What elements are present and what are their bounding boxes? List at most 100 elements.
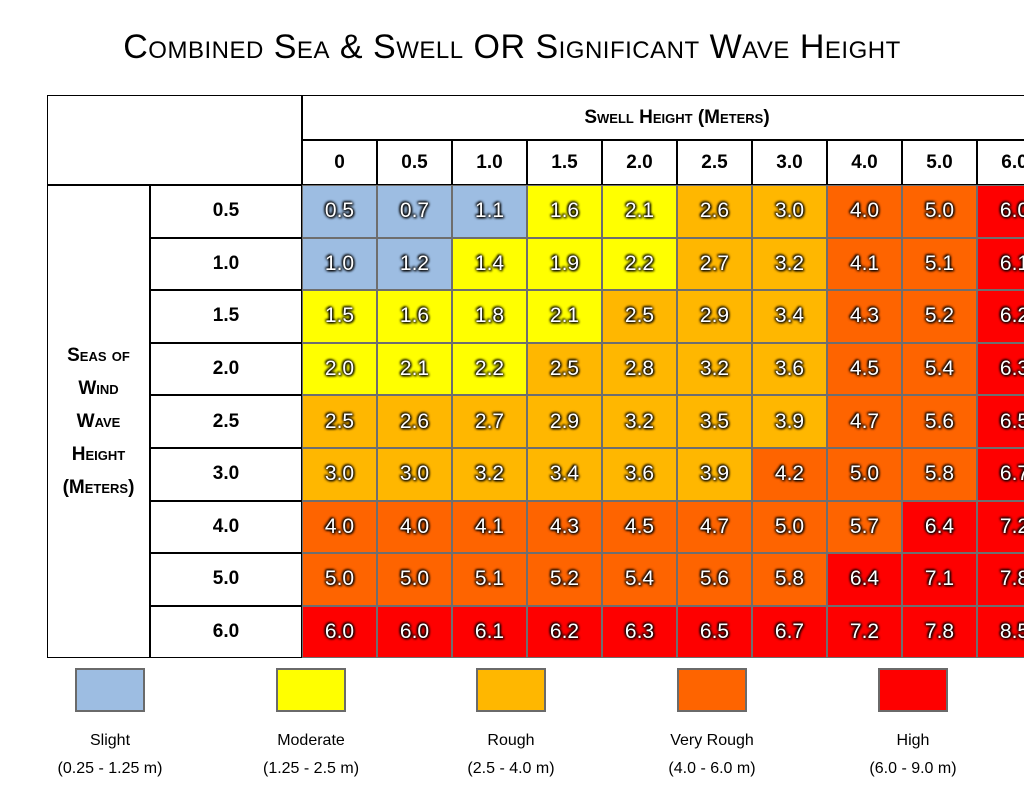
table-cell: 3.0: [752, 185, 827, 238]
table-cell: 2.0: [302, 342, 377, 396]
column-header: 4.0: [827, 140, 902, 185]
table-cell: 5.2: [527, 553, 602, 606]
table-cell: 2.6: [377, 395, 452, 448]
table-cell: 4.7: [827, 395, 902, 448]
column-axis-title: Swell Height (Meters): [302, 95, 1024, 140]
table-cell: 6.1: [977, 237, 1024, 291]
column-header: 1.5: [527, 140, 602, 185]
table-cell: 5.7: [827, 500, 902, 554]
legend-range: (6.0 - 9.0 m): [869, 760, 957, 777]
row-header: 2.0: [150, 342, 302, 396]
table-cell: 1.6: [527, 185, 602, 238]
legend-range: (0.25 - 1.25 m): [57, 760, 163, 777]
table-cell: 2.9: [527, 395, 602, 448]
legend: Slight (0.25 - 1.25 m) Moderate (1.25 - 2.5…: [0, 668, 1024, 788]
table-cell: 3.4: [752, 290, 827, 343]
table-cell: 7.1: [902, 553, 977, 606]
table-cell: 2.5: [602, 290, 677, 343]
table-cell: 4.7: [677, 500, 752, 554]
row-axis-title-line: Height: [71, 444, 126, 466]
table-cell: 3.6: [602, 448, 677, 501]
table-cell: 4.1: [452, 500, 527, 554]
column-header: 3.0: [752, 140, 827, 185]
table-cell: 5.0: [302, 553, 377, 606]
table-cell: 4.2: [752, 448, 827, 501]
table-cell: 2.8: [602, 342, 677, 396]
table-cell: 6.2: [527, 605, 602, 659]
row-axis-title-line: (Meters): [62, 477, 135, 499]
table-cell: 2.7: [452, 395, 527, 448]
table-cell: 1.5: [302, 290, 377, 343]
legend-swatch: [75, 668, 145, 712]
table-cell: 6.1: [452, 605, 527, 659]
table-cell: 4.5: [602, 500, 677, 554]
table-cell: 7.8: [977, 553, 1024, 606]
corner-cell: [47, 95, 302, 185]
table-cell: 2.2: [602, 237, 677, 291]
table-cell: 6.3: [977, 342, 1024, 396]
row-header: 4.0: [150, 500, 302, 554]
table-cell: 6.4: [902, 500, 977, 554]
table-cell: 5.1: [452, 553, 527, 606]
legend-swatch: [878, 668, 948, 712]
table-cell: 2.6: [677, 185, 752, 238]
column-header: 2.5: [677, 140, 752, 185]
table-cell: 2.1: [377, 342, 452, 396]
row-axis-title-line: Wave: [76, 411, 121, 433]
table-cell: 5.4: [902, 342, 977, 396]
column-header: 5.0: [902, 140, 977, 185]
table-cell: 0.5: [302, 185, 377, 238]
legend-range: (2.5 - 4.0 m): [467, 760, 555, 777]
table-cell: 3.2: [452, 448, 527, 501]
table-cell: 5.0: [902, 185, 977, 238]
table-cell: 3.2: [677, 342, 752, 396]
table-cell: 4.1: [827, 237, 902, 291]
table-cell: 2.2: [452, 342, 527, 396]
table-cell: 6.7: [977, 448, 1024, 501]
wave-height-table: Swell Height (Meters) 0 0.5 1.0 1.5 2.0 2.5 3.0…: [47, 95, 1024, 659]
legend-label: Rough: [487, 732, 535, 749]
table-cell: 3.0: [377, 448, 452, 501]
table-cell: 6.4: [827, 553, 902, 606]
legend-swatch: [476, 668, 546, 712]
chart-title: Combined Sea & Swell OR Significant Wave…: [123, 28, 901, 66]
table-cell: 1.1: [452, 185, 527, 238]
table-cell: 3.2: [752, 237, 827, 291]
table-cell: 3.5: [677, 395, 752, 448]
column-header: 1.0: [452, 140, 527, 185]
table-cell: 1.8: [452, 290, 527, 343]
table-cell: 3.4: [527, 448, 602, 501]
row-header: 6.0: [150, 605, 302, 659]
table-cell: 3.6: [752, 342, 827, 396]
table-cell: 5.0: [377, 553, 452, 606]
table-cell: 4.3: [827, 290, 902, 343]
legend-range: (1.25 - 2.5 m): [262, 760, 360, 777]
table-cell: 2.5: [302, 395, 377, 448]
legend-label: Moderate: [277, 732, 345, 749]
table-cell: 6.5: [977, 395, 1024, 448]
table-cell: 4.0: [377, 500, 452, 554]
row-header: 5.0: [150, 553, 302, 606]
table-cell: 3.9: [677, 448, 752, 501]
table-cell: 5.8: [752, 553, 827, 606]
row-header: 2.5: [150, 395, 302, 448]
legend-swatch: [276, 668, 346, 712]
table-cell: 2.1: [602, 185, 677, 238]
legend-label: High: [896, 732, 930, 749]
table-cell: 2.9: [677, 290, 752, 343]
table-cell: 2.5: [527, 342, 602, 396]
row-axis-title-line: Seas of: [67, 345, 130, 367]
legend-label: Slight: [89, 732, 131, 749]
table-cell: 5.6: [677, 553, 752, 606]
table-cell: 5.4: [602, 553, 677, 606]
table-cell: 8.5: [977, 605, 1024, 659]
row-header: 1.0: [150, 237, 302, 291]
table-cell: 7.2: [827, 605, 902, 659]
table-cell: 2.7: [677, 237, 752, 291]
column-header: 0: [302, 140, 377, 185]
table-cell: 3.0: [302, 448, 377, 501]
table-cell: 5.8: [902, 448, 977, 501]
table-cell: 7.2: [977, 500, 1024, 554]
table-cell: 6.0: [302, 605, 377, 659]
table-cell: 1.4: [452, 237, 527, 291]
